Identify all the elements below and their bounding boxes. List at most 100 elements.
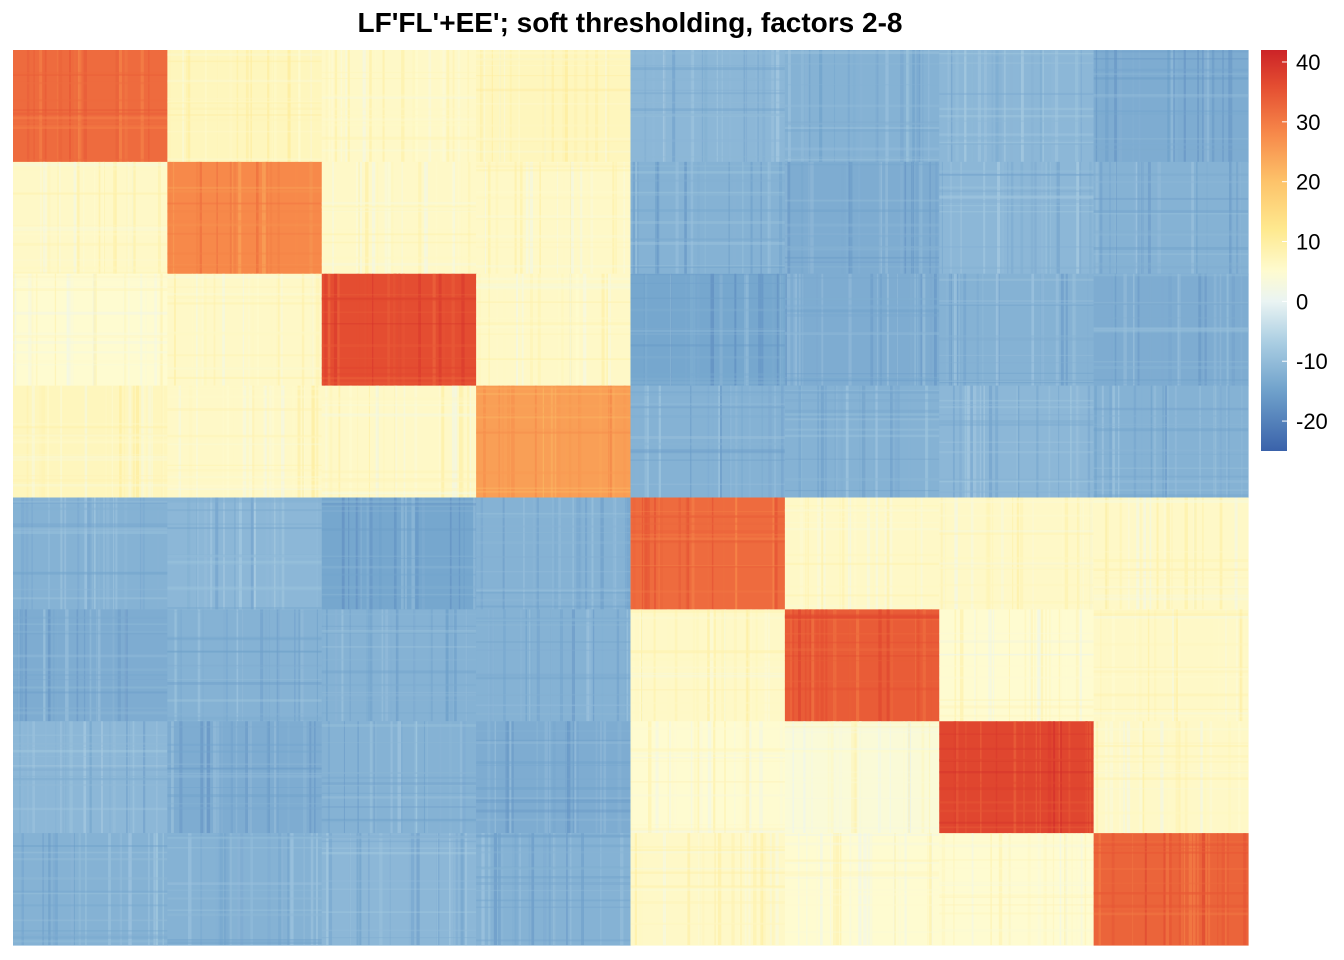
heatmap-streak (13, 755, 168, 758)
heatmap-streak (54, 833, 58, 946)
heatmap-streak (512, 833, 516, 946)
heatmap-streak (631, 721, 633, 834)
heatmap-streak (321, 233, 477, 236)
heatmap-streak (819, 497, 822, 610)
heatmap-streak (140, 50, 144, 162)
heatmap-cell (630, 50, 786, 163)
heatmap-streak (234, 497, 236, 610)
heatmap-streak (1228, 50, 1230, 162)
heatmap-streak (267, 50, 270, 162)
heatmap-streak (236, 609, 239, 722)
heatmap-streak (1024, 609, 1027, 722)
heatmap-streak (939, 403, 1094, 406)
heatmap-streak (516, 161, 518, 274)
heatmap-cell (630, 609, 786, 722)
heatmap-streak (271, 50, 274, 162)
heatmap-streak (58, 161, 61, 274)
heatmap-streak (13, 332, 168, 336)
heatmap-streak (784, 655, 940, 657)
heatmap-streak (489, 609, 492, 722)
heatmap-streak (147, 833, 150, 946)
heatmap-streak (387, 273, 390, 386)
heatmap-cell (476, 721, 632, 834)
heatmap-streak (784, 721, 940, 725)
heatmap-streak (939, 490, 1094, 492)
heatmap-streak (220, 833, 224, 946)
heatmap-streak (476, 283, 631, 286)
heatmap-streak (371, 161, 376, 274)
heatmap-streak (321, 119, 477, 122)
heatmap-streak (449, 609, 453, 722)
heatmap-streak (1178, 721, 1181, 834)
heatmap-streak (983, 161, 985, 274)
heatmap-streak (784, 428, 940, 431)
heatmap-streak (1093, 360, 1249, 363)
heatmap-streak (321, 693, 477, 697)
heatmap-streak (167, 100, 322, 103)
heatmap-streak (630, 666, 785, 669)
heatmap-streak (235, 497, 240, 610)
heatmap-streak (480, 497, 484, 610)
heatmap-streak (894, 833, 896, 946)
heatmap-streak (462, 385, 464, 498)
heatmap-streak (303, 721, 307, 834)
heatmap-streak (939, 204, 1094, 207)
heatmap-streak (1093, 848, 1249, 850)
heatmap-streak (851, 721, 855, 834)
heatmap-streak (939, 246, 1094, 248)
heatmap-streak (226, 385, 230, 498)
heatmap-streak (1141, 385, 1143, 498)
heatmap-streak (939, 406, 1094, 409)
heatmap-streak (321, 806, 477, 808)
heatmap-streak (1119, 721, 1122, 834)
heatmap-streak (810, 161, 814, 274)
heatmap-streak (939, 758, 1094, 762)
heatmap-streak (717, 833, 722, 946)
heatmap-streak (848, 273, 852, 386)
heatmap-streak (167, 835, 322, 838)
heatmap-streak (1161, 273, 1165, 386)
heatmap-streak (804, 609, 809, 722)
heatmap-streak (167, 97, 322, 100)
heatmap-streak (212, 273, 214, 386)
heatmap-streak (476, 65, 631, 67)
heatmap-streak (271, 497, 275, 610)
heatmap-streak (321, 136, 477, 140)
heatmap-streak (939, 491, 1094, 493)
heatmap-streak (906, 50, 910, 162)
heatmap-streak (939, 557, 1094, 560)
heatmap-streak (446, 50, 450, 162)
heatmap-streak (1170, 50, 1174, 162)
heatmap-streak (701, 50, 704, 162)
heatmap-streak (476, 799, 631, 802)
heatmap-streak (886, 273, 889, 386)
heatmap-cell (939, 721, 1095, 834)
heatmap-streak (829, 833, 832, 946)
heatmap-streak (476, 325, 631, 329)
heatmap-streak (620, 833, 624, 946)
heatmap-streak (953, 833, 955, 946)
heatmap-streak (250, 50, 252, 162)
heatmap-streak (798, 385, 802, 498)
heatmap-streak (1178, 833, 1181, 946)
heatmap-streak (487, 161, 491, 274)
heatmap-streak (842, 497, 845, 610)
heatmap-streak (496, 273, 498, 386)
heatmap-streak (454, 609, 457, 722)
heatmap-cell (476, 609, 632, 722)
heatmap-streak (345, 50, 347, 162)
heatmap-streak (13, 475, 168, 477)
heatmap-streak (408, 833, 411, 946)
heatmap-streak (738, 833, 742, 946)
heatmap-cell (939, 497, 1095, 610)
heatmap-streak (167, 897, 322, 900)
heatmap-streak (745, 50, 748, 162)
heatmap-streak (639, 833, 643, 946)
heatmap-cell (321, 385, 477, 499)
heatmap-streak (488, 833, 491, 946)
heatmap-cell (1093, 609, 1249, 722)
heatmap-streak (939, 714, 1094, 717)
heatmap-streak (333, 273, 338, 386)
heatmap-streak (13, 768, 168, 771)
heatmap-streak (358, 497, 361, 610)
